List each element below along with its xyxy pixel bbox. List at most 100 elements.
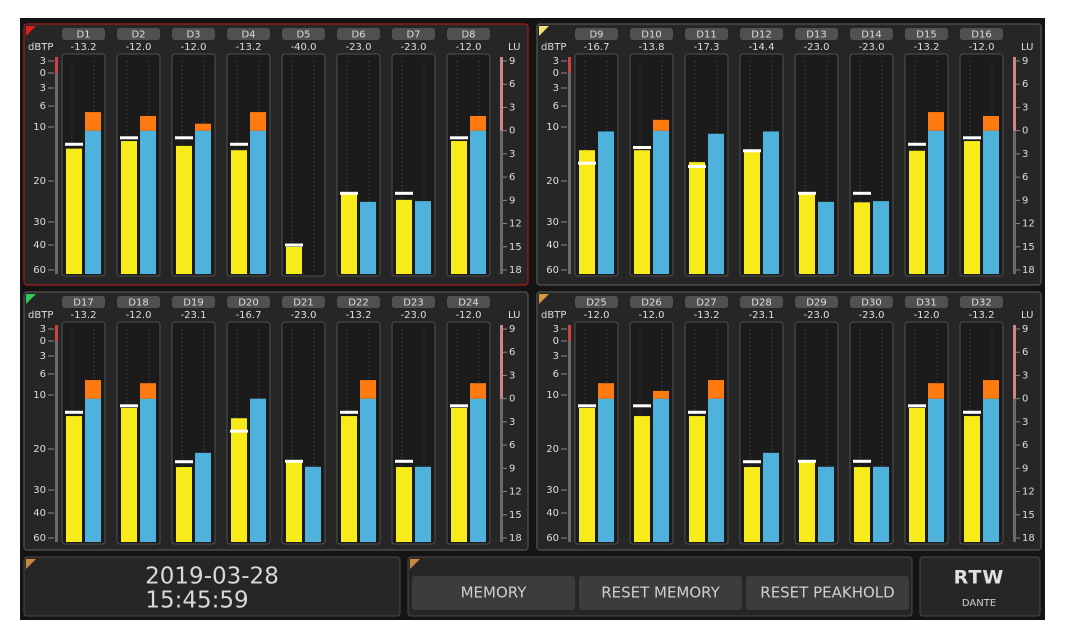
channel-name: D1 (76, 30, 90, 41)
peak-hold (450, 136, 468, 140)
dbtp-tick-label: 30 (33, 217, 46, 228)
peak-hold (743, 460, 761, 464)
dbtp-tick-label: 3 (40, 83, 46, 94)
lu-tick-label: 18 (1022, 533, 1035, 544)
level-bar (964, 141, 980, 274)
loudness-bar (928, 130, 944, 274)
lu-tick-label: 3 (509, 102, 515, 113)
peak-value: -12.0 (914, 310, 940, 321)
lu-tick-label: 0 (1022, 126, 1028, 137)
channel-name: D21 (293, 298, 313, 309)
dbtp-unit: dBTP (541, 42, 566, 53)
dbtp-tick-label: 3 (553, 324, 559, 335)
button-label[interactable]: MEMORY (461, 584, 528, 602)
button[interactable] (579, 576, 742, 610)
lu-tick-label: 12 (509, 219, 522, 230)
channel-tab (850, 296, 893, 308)
channel-name: D32 (971, 298, 991, 309)
loudness-overshoot (928, 112, 944, 131)
channel-name: D22 (348, 298, 368, 309)
lu-tick-label: 3 (1022, 149, 1028, 160)
lu-tick-label: 3 (1022, 102, 1028, 113)
lu-tick-label: 18 (509, 265, 522, 276)
meter-box (281, 53, 326, 277)
clock-time: 15:45:59 (145, 588, 248, 614)
peak-value: -12.0 (456, 42, 482, 53)
channel-tab (740, 28, 783, 40)
panel-marker (539, 294, 549, 304)
lu-tick-label: 0 (509, 126, 515, 137)
lu-scale-bar (500, 325, 503, 542)
channel-tab (685, 28, 728, 40)
level-bar (799, 194, 815, 274)
dbtp-tick-label: 3 (553, 351, 559, 362)
button[interactable] (412, 576, 575, 610)
loudness-overshoot (470, 115, 486, 131)
panel-marker (26, 559, 36, 569)
lu-scale-bar (1013, 57, 1016, 274)
peak-hold (688, 164, 706, 168)
panel-marker (26, 294, 36, 304)
lu-tick-label: 6 (1022, 79, 1028, 90)
channel-name: D7 (406, 30, 420, 41)
channel-tab (795, 296, 838, 308)
level-bar (744, 151, 760, 274)
loudness-overshoot (983, 380, 999, 399)
dbtp-tick-label: 0 (553, 336, 559, 347)
channel-name: D11 (696, 30, 716, 41)
channel-name: D20 (238, 298, 258, 309)
button-label[interactable]: RESET MEMORY (601, 584, 720, 602)
level-bar (854, 202, 870, 274)
loudness-overshoot (85, 380, 101, 399)
peak-value: -23.0 (291, 310, 317, 321)
dbtp-tick-label: 60 (33, 533, 46, 544)
channel-name: D14 (861, 30, 881, 41)
loudness-bar (140, 398, 156, 542)
loudness-bar (85, 130, 101, 274)
lu-tick-label: 6 (509, 172, 515, 183)
level-bar (909, 407, 925, 542)
channel-tab (282, 296, 325, 308)
channel-tab (575, 28, 618, 40)
lu-tick-label: 9 (1022, 324, 1028, 335)
peak-value: -23.0 (401, 310, 427, 321)
dbtp-scale-red (55, 325, 58, 341)
level-bar (854, 467, 870, 542)
loudness-overshoot (928, 383, 944, 399)
loudness-overshoot (470, 383, 486, 399)
level-bar (451, 141, 467, 274)
dbtp-tick-label: 20 (546, 444, 559, 455)
peak-value: -16.7 (236, 310, 262, 321)
dbtp-scale-red (568, 57, 571, 73)
channel-tab (960, 296, 1003, 308)
channel-name: D30 (861, 298, 881, 309)
channel-name: D27 (696, 298, 716, 309)
peak-hold (175, 136, 193, 140)
peak-value: -14.4 (749, 42, 775, 53)
channel-name: D24 (458, 298, 478, 309)
peak-value: -13.2 (914, 42, 940, 53)
lu-tick-label: 12 (509, 487, 522, 498)
dbtp-unit: dBTP (28, 42, 53, 53)
peak-hold (908, 142, 926, 146)
loudness-bar (195, 452, 211, 542)
loudness-bar (873, 201, 889, 274)
lu-tick-label: 3 (509, 149, 515, 160)
loudness-bar (415, 201, 431, 274)
clock-panel (23, 556, 401, 617)
lu-tick-label: 15 (509, 510, 522, 521)
dbtp-tick-label: 3 (40, 56, 46, 67)
dbtp-tick-label: 40 (546, 508, 559, 519)
button-label[interactable]: RESET PEAKHOLD (760, 584, 894, 602)
loudness-bar (250, 398, 266, 542)
level-bar (689, 416, 705, 542)
channel-name: D17 (73, 298, 93, 309)
peak-value: -23.0 (859, 310, 885, 321)
button[interactable] (746, 576, 909, 610)
peak-value: -23.0 (401, 42, 427, 53)
loudness-overshoot (195, 123, 211, 131)
loudness-overshoot (653, 390, 669, 399)
peak-hold (908, 404, 926, 408)
dbtp-tick-label: 20 (33, 444, 46, 455)
channel-name: D10 (641, 30, 661, 41)
